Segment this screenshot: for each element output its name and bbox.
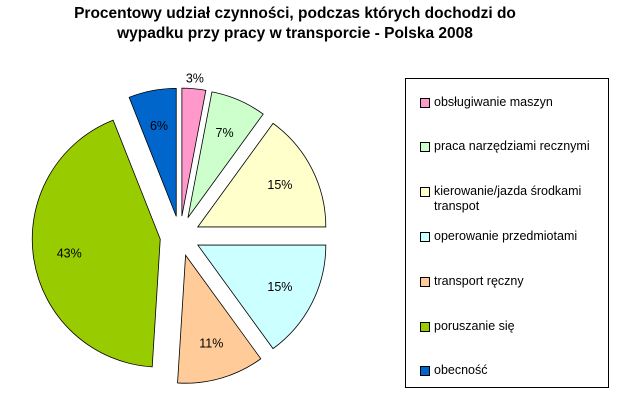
legend-label: kierowanie/jazda środkami transpot [434,184,582,213]
pie-slice-label-2: 7% [216,126,234,140]
legend-item-kierowanie-jazda: kierowanie/jazda środkami transpot [420,184,609,214]
pie-slice-label-7: 6% [150,119,168,133]
legend-swatch [420,366,430,376]
pie-slice-6 [31,119,161,368]
legend-label: poruszanie się [434,319,515,333]
legend-item-operowanie-przedmiotami: operowanie przedmiotami [420,229,609,244]
legend-item-praca-narzedziami: praca narzędziami recznymi [420,139,609,154]
pie-slice-label-5: 11% [199,337,223,351]
pie-slice-3 [197,122,327,228]
legend-swatch [420,277,430,287]
legend-label: praca narzędziami recznymi [434,139,590,153]
chart-title-line-1: Procentowy udział czynności, podczas któ… [74,5,516,22]
pie-slice-1 [181,87,207,217]
legend-item-obecnosc: obecność [420,363,609,378]
pie-slice-label-1: 3% [186,72,204,86]
pie-slice-label-3: 15% [267,178,292,192]
chart-title-line-2: wypadku przy pracy w transporcie - Polsk… [117,25,473,42]
legend-label: operowanie przedmiotami [434,229,578,243]
chart-legend: obsługiwanie maszyn praca narzędziami re… [405,78,609,388]
pie-slice-label-4: 15% [267,280,292,294]
pie-slice-2 [187,91,264,218]
legend-item-poruszanie-sie: poruszanie się [420,319,609,334]
pie-slice-5 [177,254,262,384]
chart-title: Procentowy udział czynności, podczas któ… [0,4,590,44]
legend-swatch [420,98,430,108]
pie-slice-7 [128,87,177,217]
legend-label: obecność [434,363,488,377]
legend-swatch [420,322,430,332]
legend-item-obslugiwanie-maszyn: obsługiwanie maszyn [420,95,609,110]
pie-slice-label-6: 43% [57,247,82,261]
legend-swatch [420,142,430,152]
legend-swatch [420,232,430,242]
legend-label: transport ręczny [434,274,524,288]
pie-slice-4 [197,244,327,350]
legend-item-transport-reczny: transport ręczny [420,274,609,289]
legend-label: obsługiwanie maszyn [434,95,553,109]
legend-swatch [420,187,430,197]
